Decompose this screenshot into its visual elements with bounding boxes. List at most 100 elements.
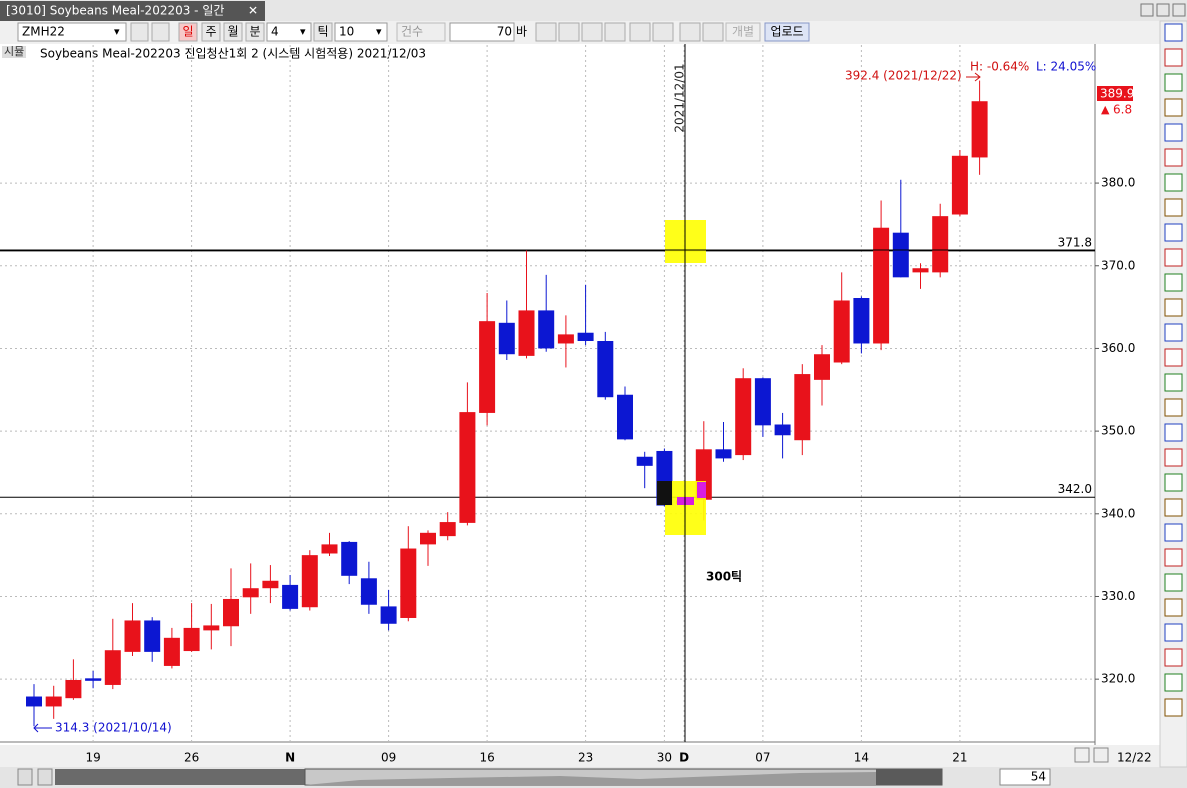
tool-icon[interactable]	[1164, 323, 1183, 342]
plot: 320.0 330.0 340.0 350.0 360.0 370.0 380.0 19 26 N…	[0, 45, 1135, 765]
x-tick-label: D	[679, 751, 689, 765]
candle-body	[321, 544, 338, 554]
tick-combo[interactable]	[334, 22, 388, 42]
period-btn[interactable]	[245, 22, 265, 42]
tool-icon[interactable]	[1164, 373, 1183, 392]
h-pct: H: -0.64%	[970, 60, 1029, 74]
window-btn[interactable]	[1172, 3, 1186, 17]
x-tick-label: N	[285, 751, 295, 765]
tab[interactable]	[0, 1, 265, 21]
x-tick-label: 21	[952, 751, 967, 765]
tool-btn[interactable]	[604, 22, 626, 42]
candle-body	[223, 598, 239, 627]
tool-icon[interactable]	[1164, 198, 1183, 217]
count-combo[interactable]	[396, 22, 446, 42]
tool-icon[interactable]	[1164, 23, 1183, 42]
title-bar	[0, 0, 1187, 21]
count-value: 70	[497, 25, 512, 39]
tool-icon[interactable]	[1164, 473, 1183, 492]
candle-body	[163, 637, 180, 666]
candle-body	[971, 101, 988, 158]
visible-bars: 54	[1031, 770, 1046, 784]
minute-combo[interactable]	[266, 22, 312, 42]
low-label: 314.3 (2021/10/14)	[55, 721, 172, 735]
reference-label: 371.8	[1058, 235, 1092, 249]
tool-btn[interactable]	[652, 22, 674, 42]
tool-icon[interactable]	[1164, 648, 1183, 667]
scroll-btn[interactable]	[37, 768, 53, 786]
scroll-btn[interactable]	[17, 768, 33, 786]
tool-icon[interactable]	[1164, 298, 1183, 317]
tool-btn[interactable]	[581, 22, 603, 42]
tool-icon[interactable]	[1164, 73, 1183, 92]
tool-icon[interactable]	[1164, 48, 1183, 67]
tool-btn[interactable]	[702, 22, 724, 42]
symbol: ZMH22	[22, 25, 65, 39]
tool-btn[interactable]	[535, 22, 557, 42]
tool-icon[interactable]	[1164, 173, 1183, 192]
l-pct: L: 24.05%	[1036, 60, 1096, 74]
period-btn[interactable]	[223, 22, 243, 42]
tool-icon[interactable]	[1164, 548, 1183, 567]
bar-label: 바	[516, 25, 527, 39]
tool-icon[interactable]	[1164, 248, 1183, 267]
candle-body	[26, 696, 42, 707]
tool-icon[interactable]	[1164, 398, 1183, 417]
tool-icon[interactable]	[1164, 448, 1183, 467]
upload-btn[interactable]	[764, 22, 810, 42]
x-tick-label: 14	[854, 751, 869, 765]
zoom-btn[interactable]	[1074, 747, 1090, 763]
signal-label: 300틱	[706, 569, 742, 584]
tool-icon[interactable]	[1164, 148, 1183, 167]
candle-body	[538, 310, 555, 349]
symbol-combo[interactable]	[17, 22, 127, 42]
count-input[interactable]	[449, 22, 515, 42]
tool-icon[interactable]	[1164, 98, 1183, 117]
tool-icon[interactable]	[1164, 623, 1183, 642]
tool-icon[interactable]	[1164, 423, 1183, 442]
high-arrow	[966, 72, 981, 82]
candle-body	[144, 620, 161, 652]
candle-body	[853, 298, 870, 344]
tool-btn[interactable]	[558, 22, 580, 42]
tool-icon[interactable]	[1164, 523, 1183, 542]
candle-body	[400, 548, 417, 618]
search-btn[interactable]	[151, 22, 170, 42]
tab-close[interactable]: ✕	[248, 4, 258, 18]
period-btn[interactable]	[178, 22, 198, 42]
right-toolbar	[1159, 20, 1187, 768]
period-btn[interactable]	[201, 22, 221, 42]
tool-icon[interactable]	[1164, 698, 1183, 717]
tool-icon[interactable]	[1164, 123, 1183, 142]
candle-body	[104, 650, 121, 685]
x-tick-label: 07	[755, 751, 770, 765]
tool-icon[interactable]	[1164, 498, 1183, 517]
individual-btn[interactable]	[725, 22, 761, 42]
tool-btn[interactable]	[679, 22, 701, 42]
panel-tag-bg	[2, 46, 26, 58]
window-btn[interactable]	[1156, 3, 1170, 17]
upload: 업로드	[770, 25, 803, 39]
tool-icon[interactable]	[1164, 273, 1183, 292]
combo-arrow: ▾	[114, 25, 120, 38]
tool-icon[interactable]	[1164, 598, 1183, 617]
tick-btn[interactable]	[313, 22, 333, 42]
candle-body	[242, 588, 259, 598]
tool-icon[interactable]	[1164, 223, 1183, 242]
tool-icon[interactable]	[1164, 348, 1183, 367]
zoom-btn[interactable]	[1093, 747, 1109, 763]
candle-body	[282, 584, 299, 609]
candle-body	[420, 532, 436, 545]
bars-input[interactable]	[999, 768, 1051, 786]
candle-body	[301, 555, 318, 608]
tool-icon[interactable]	[1164, 673, 1183, 692]
window-btn[interactable]	[1140, 3, 1154, 17]
tool-icon[interactable]	[1164, 573, 1183, 592]
sidebar-bg	[1159, 20, 1187, 768]
search-btn[interactable]	[130, 22, 149, 42]
low-arrow	[33, 723, 52, 733]
y-tick-label: 370.0	[1101, 258, 1135, 272]
tool-btn[interactable]	[629, 22, 651, 42]
candle-body	[636, 456, 653, 466]
candle-body	[873, 227, 890, 344]
